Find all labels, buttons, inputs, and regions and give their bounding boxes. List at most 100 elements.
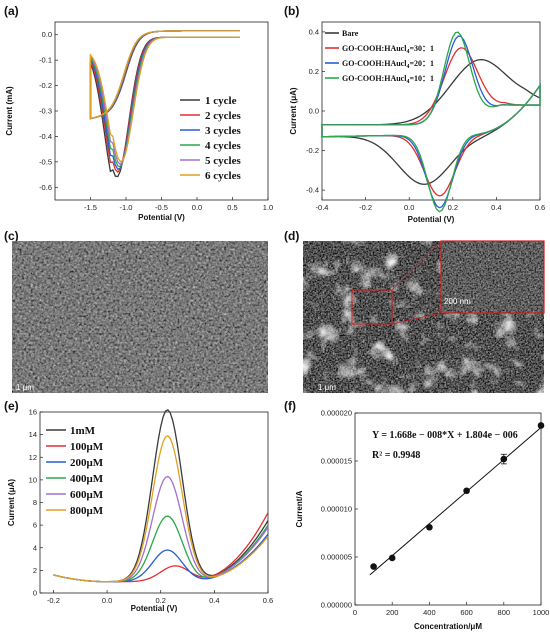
x-tick-label: 0.6	[263, 596, 273, 605]
legend-label-2: GO-COOH:HAucl4=30：1	[342, 44, 434, 55]
panel-label-b: (b)	[284, 4, 299, 18]
y-tick-label: 16	[29, 408, 37, 417]
panel-label-e: (e)	[4, 399, 19, 413]
x-tick-label: 0.4	[491, 203, 501, 212]
x-tick-label: 0.2	[448, 203, 458, 212]
legend-label-1: Bare	[342, 29, 359, 38]
y-tick-label: -0.4	[39, 132, 52, 141]
y-axis-label: Current (μA)	[289, 87, 298, 134]
legend-label-6: 800μM	[70, 505, 104, 517]
legend-label-2: 100μM	[70, 441, 104, 453]
y-tick-label: 0.0	[42, 30, 52, 39]
legend-label-2: 2 cycles	[205, 110, 241, 122]
x-tick-label: 0.0	[404, 203, 414, 212]
scale-bar-c: 1 μm	[16, 383, 34, 392]
y-axis-label: Current (μA)	[7, 479, 16, 526]
x-tick-label: -1.5	[84, 203, 97, 212]
x-tick-label: 200	[386, 608, 399, 617]
panel-a-chart: -1.5 -1.0 -0.5 0.0 0.5 1.0 0.0 -0.1 -0.2 -0.3 -0.4…	[5, 21, 273, 222]
x-tick-label: 1000	[533, 608, 550, 617]
data-point-2	[388, 554, 396, 562]
x-tick-label: 0.4	[209, 596, 219, 605]
y-tick-label: 4	[33, 543, 37, 552]
y-tick-label: 0.0	[309, 107, 319, 116]
y-tick-label: 14	[29, 430, 37, 439]
y-tick-label: -0.1	[39, 56, 52, 65]
x-axis-label: Potential (V)	[131, 604, 178, 613]
panel-label-a: (a)	[4, 4, 19, 18]
legend-label-4: 4 cycles	[205, 140, 241, 152]
axes-frame	[354, 412, 542, 606]
regression-equation: Y = 1.668e − 008*X + 1.804e − 006	[372, 430, 518, 441]
series-line-6	[89, 30, 240, 163]
legend-label-5: 600μM	[70, 489, 104, 501]
y-axis-label: Current (mA)	[5, 86, 14, 136]
series-line-4	[321, 31, 541, 213]
x-tick-label: 600	[460, 608, 473, 617]
y-tick-label: 0.000020	[321, 409, 352, 418]
panel-label-f: (f)	[284, 399, 296, 413]
legend-label-3: 200μM	[70, 457, 104, 469]
x-tick-label: 400	[423, 608, 436, 617]
y-tick-label: 0.2	[309, 67, 319, 76]
legend-label-3: 3 cycles	[205, 125, 241, 137]
y-tick-label: -0.5	[39, 157, 52, 166]
y-tick-label: -0.2	[306, 146, 319, 155]
panel-e-chart: -0.2 0.0 0.2 0.4 0.6 0 2 4 6 8 10 12 14 16 Potential (…	[7, 408, 273, 614]
data-point-5	[500, 455, 508, 463]
x-tick-label: 0.0	[102, 596, 112, 605]
x-tick-label: -1.0	[120, 203, 133, 212]
y-tick-label: 12	[29, 453, 37, 462]
x-tick-label: 800	[498, 608, 511, 617]
sem-image-c: 1 μm	[12, 241, 268, 393]
series-line-3	[53, 533, 269, 583]
scale-bar-d: 1 μm	[318, 383, 336, 392]
legend-label-4: GO-COOH:HAucl4=10：1	[342, 74, 434, 85]
data-point-1	[370, 563, 377, 570]
x-tick-label: 0.6	[535, 203, 545, 212]
x-axis-label: Potential (V)	[408, 215, 455, 224]
series-line-6	[53, 435, 269, 583]
x-tick-label: 1.0	[263, 203, 273, 212]
y-tick-label: -0.6	[39, 183, 52, 192]
legend-label-1: 1mM	[70, 425, 96, 437]
y-tick-label: 0.000005	[321, 553, 352, 562]
y-tick-label: 0.000010	[321, 505, 352, 514]
fit-line	[369, 427, 542, 576]
data-point-4	[463, 487, 470, 495]
x-axis-label: Concentration/μM	[414, 622, 482, 631]
legend-label-4: 400μM	[70, 473, 104, 485]
y-tick-label: -0.3	[39, 107, 52, 116]
y-tick-label: -0.4	[306, 186, 319, 195]
x-tick-label: -0.2	[47, 596, 60, 605]
x-axis-label: Potential (V)	[138, 213, 185, 222]
y-tick-label: 0.4	[309, 27, 319, 36]
x-tick-label: 0.0	[192, 203, 202, 212]
panel-label-c: (c)	[4, 229, 19, 243]
y-tick-label: 6	[33, 521, 37, 530]
x-tick-label: -0.5	[155, 203, 168, 212]
legend-label-1: 1 cycle	[205, 95, 237, 107]
legend-label-6: 6 cycles	[205, 170, 241, 182]
y-tick-label: 10	[29, 475, 37, 484]
data-point-6	[537, 422, 545, 429]
y-tick-label: 8	[33, 498, 37, 507]
panel-f-chart: 0 200 400 600 800 1000 0.000000 0.000005 0.00001…	[295, 409, 549, 632]
data-point-3	[426, 523, 433, 531]
r-squared: R² = 0.9948	[372, 450, 420, 461]
legend-label-3: GO-COOH:HAucl4=20：1	[342, 59, 434, 70]
x-tick-label: 0.2	[155, 596, 165, 605]
y-tick-label: 0.000000	[321, 601, 352, 610]
y-tick-label: -0.2	[39, 81, 52, 90]
sem-image-d: 200 nm 1 μm	[303, 240, 545, 393]
y-tick-label: 0.000015	[321, 457, 352, 466]
y-tick-label: 2	[33, 566, 37, 575]
y-axis-label: Current/A	[295, 490, 304, 527]
x-tick-label: 0	[353, 608, 357, 617]
x-tick-label: -0.2	[359, 203, 372, 212]
y-tick-label: 0	[33, 589, 37, 598]
x-tick-label: -0.4	[316, 203, 329, 212]
inset-scale-bar: 200 nm	[444, 297, 471, 306]
panel-b-chart: -0.4 -0.2 0.0 0.2 0.4 0.6 0.4 0.2 0.0 -0.2 -0.4 Pot…	[289, 21, 545, 224]
